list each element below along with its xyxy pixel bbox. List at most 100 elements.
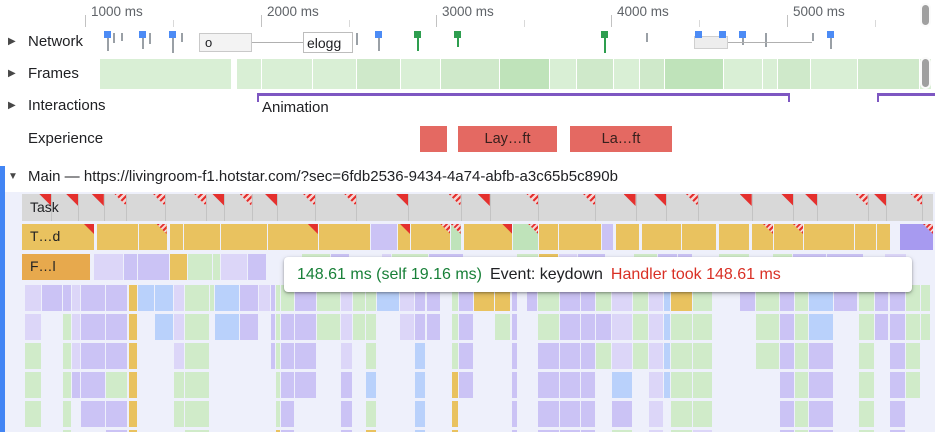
timeline-ruler[interactable]: 1000 ms 2000 ms 3000 ms 4000 ms 5000 ms xyxy=(0,0,935,27)
flame-bar[interactable] xyxy=(889,401,906,427)
event-block[interactable] xyxy=(170,254,187,280)
flame-bar[interactable] xyxy=(511,430,517,432)
event-block[interactable] xyxy=(751,224,774,250)
flame-bar[interactable] xyxy=(174,285,185,311)
flame-bar[interactable] xyxy=(889,343,906,369)
main-track-header[interactable]: ▼ Main — https://livingroom-f1.hotstar.c… xyxy=(8,168,618,185)
flame-bar[interactable] xyxy=(295,343,316,369)
flame-bar[interactable] xyxy=(537,343,560,369)
flame-bar[interactable] xyxy=(451,401,458,427)
flame-bar[interactable] xyxy=(415,285,425,311)
flame-bar[interactable] xyxy=(366,343,377,369)
flame-bar[interactable] xyxy=(581,430,596,432)
flame-bar[interactable] xyxy=(459,372,473,398)
flame-bar[interactable] xyxy=(795,401,809,427)
flame-bar[interactable] xyxy=(648,401,663,427)
frame-strip[interactable] xyxy=(664,59,723,89)
network-request-mark[interactable] xyxy=(417,33,419,51)
flame-bar[interactable] xyxy=(185,343,210,369)
flame-bar[interactable] xyxy=(63,314,72,340)
event-block[interactable] xyxy=(854,224,877,250)
frame-strip[interactable] xyxy=(262,59,312,89)
flame-bar[interactable] xyxy=(128,372,138,398)
flame-bar[interactable] xyxy=(632,343,648,369)
frame-strip[interactable] xyxy=(441,59,500,89)
flame-bar[interactable] xyxy=(295,372,316,398)
flame-bar[interactable] xyxy=(155,285,174,311)
flame-bar[interactable] xyxy=(63,285,72,311)
flame-bar[interactable] xyxy=(648,343,663,369)
network-request-mark[interactable] xyxy=(378,33,380,51)
flame-bar[interactable] xyxy=(174,372,185,398)
flame-bar[interactable] xyxy=(920,314,930,340)
event-block[interactable] xyxy=(22,224,94,250)
flame-bar[interactable] xyxy=(80,343,106,369)
flame-bar[interactable] xyxy=(185,401,210,427)
flame-bar[interactable] xyxy=(494,314,510,340)
flame-bar[interactable] xyxy=(275,430,281,432)
network-request-mark[interactable] xyxy=(719,31,726,38)
flame-bar[interactable] xyxy=(185,314,210,340)
scripting-row[interactable]: T…d xyxy=(22,223,933,251)
flame-bar[interactable] xyxy=(281,314,295,340)
event-block[interactable] xyxy=(123,254,137,280)
interaction-span-bar[interactable] xyxy=(257,93,790,96)
event-block[interactable] xyxy=(247,254,266,280)
flame-bar[interactable] xyxy=(663,343,671,369)
flame-bar[interactable] xyxy=(174,314,185,340)
event-block[interactable] xyxy=(451,224,461,250)
flame-bar[interactable] xyxy=(451,430,458,432)
flame-bar[interactable] xyxy=(780,314,795,340)
flame-bar[interactable] xyxy=(906,372,920,398)
flame-bar[interactable] xyxy=(889,372,906,398)
network-request-mark[interactable] xyxy=(830,33,832,49)
flame-bar[interactable] xyxy=(581,343,596,369)
flame-bar[interactable] xyxy=(692,401,712,427)
event-block[interactable] xyxy=(559,224,601,250)
flame-bar[interactable] xyxy=(415,314,425,340)
flame-bar[interactable] xyxy=(128,314,138,340)
flame-bar[interactable] xyxy=(366,372,377,398)
flame-bar[interactable] xyxy=(106,285,127,311)
event-block[interactable] xyxy=(616,224,639,250)
flame-bar[interactable] xyxy=(858,343,875,369)
flame-bar[interactable] xyxy=(271,314,275,340)
interactions-track-header[interactable]: ▶ Interactions xyxy=(8,97,106,114)
flame-bar[interactable] xyxy=(920,285,930,311)
task-row[interactable]: Task xyxy=(22,194,933,221)
flame-bar[interactable] xyxy=(560,401,581,427)
network-request-mark[interactable] xyxy=(812,33,814,41)
flame-chart-rows[interactable] xyxy=(22,283,933,432)
frame-strip[interactable] xyxy=(356,59,401,89)
flame-bar[interactable] xyxy=(780,401,795,427)
flame-bar[interactable] xyxy=(611,343,632,369)
network-request-chip[interactable]: elogg xyxy=(303,32,353,53)
flame-bar[interactable] xyxy=(451,285,458,311)
frame-strip[interactable] xyxy=(550,59,576,89)
flame-bar[interactable] xyxy=(275,314,281,340)
disclosure-triangle-icon[interactable]: ▼ xyxy=(8,170,18,182)
flame-bar[interactable] xyxy=(281,372,295,398)
flame-bar[interactable] xyxy=(174,343,185,369)
flame-bar[interactable] xyxy=(451,372,458,398)
flame-bar[interactable] xyxy=(275,401,281,427)
frame-strip[interactable] xyxy=(811,59,857,89)
frame-strip[interactable] xyxy=(762,59,778,89)
flame-bar[interactable] xyxy=(581,314,596,340)
flame-bar[interactable] xyxy=(80,314,106,340)
flame-bar[interactable] xyxy=(537,401,560,427)
disclosure-triangle-icon[interactable]: ▶ xyxy=(8,67,16,79)
network-request-mark[interactable] xyxy=(827,31,834,38)
event-block[interactable] xyxy=(221,224,267,250)
flame-bar[interactable] xyxy=(341,372,353,398)
flame-bar[interactable] xyxy=(155,314,174,340)
network-request-mark[interactable] xyxy=(375,31,382,38)
network-request-mark[interactable] xyxy=(121,33,123,41)
flame-bar[interactable] xyxy=(341,401,353,427)
flame-bar[interactable] xyxy=(780,343,795,369)
flame-bar[interactable] xyxy=(537,430,560,432)
frame-strip[interactable] xyxy=(576,59,614,89)
network-request-mark[interactable] xyxy=(695,31,702,38)
flame-bar[interactable] xyxy=(671,430,692,432)
flame-bar[interactable] xyxy=(581,401,596,427)
